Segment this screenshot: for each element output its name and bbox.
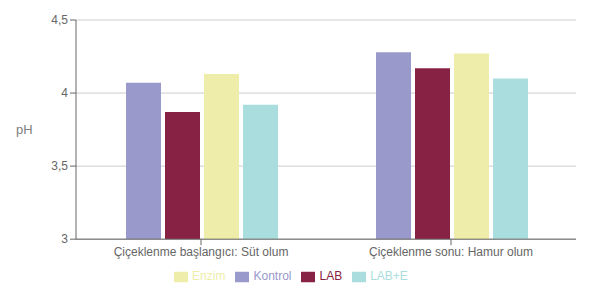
svg-text:4: 4 [61,86,68,100]
svg-text:4,5: 4,5 [51,13,68,27]
svg-text:3: 3 [61,232,68,246]
html-text:Kontrol: Kontrol [253,269,292,284]
html-text:Enzim: Enzim [192,269,226,284]
svg-text:pH: pH [16,122,33,137]
svg-text:Çiçeklenme başlangıcı: Süt olu: Çiçeklenme başlangıcı: Süt olum [114,245,289,259]
html-text:LAB: LAB [319,269,343,284]
svg-text:Çiçeklenme sonu: Hamur olum: Çiçeklenme sonu: Hamur olum [369,245,533,259]
html-text:LAB+E: LAB+E [370,269,408,284]
svg-text:3,5: 3,5 [51,159,68,173]
